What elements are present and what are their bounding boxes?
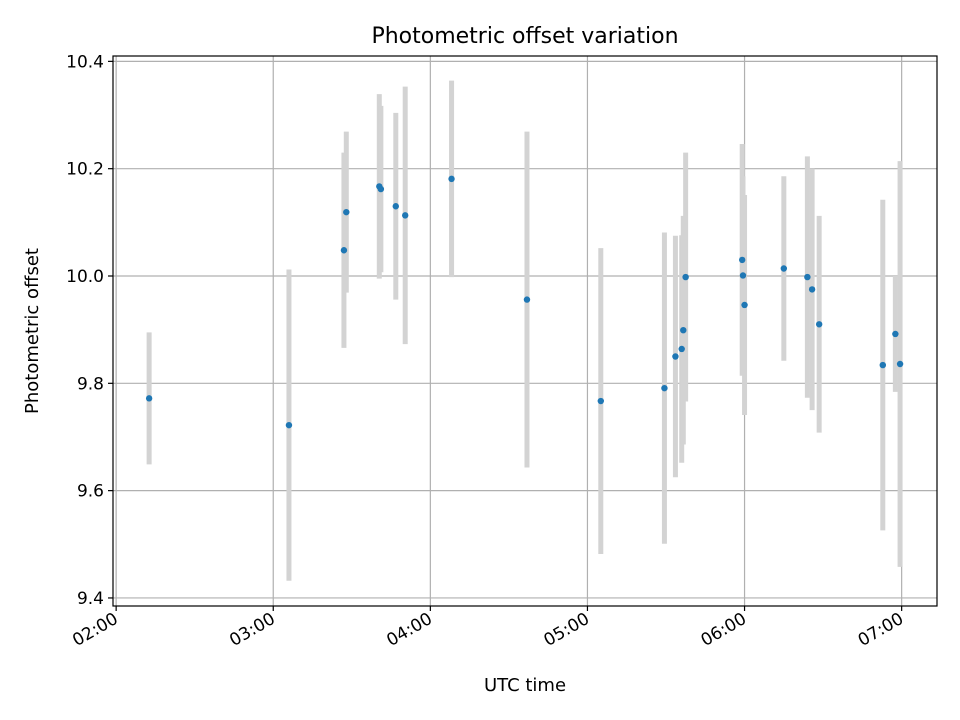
data-point xyxy=(892,330,899,338)
chart-title: Photometric offset variation xyxy=(371,24,678,49)
data-points xyxy=(145,175,904,429)
data-point xyxy=(739,272,747,279)
y-tick-label: 9.6 xyxy=(77,482,104,502)
data-point xyxy=(145,395,153,402)
y-tick-label: 10.2 xyxy=(66,160,104,180)
plot-frame xyxy=(112,55,938,607)
data-point xyxy=(808,286,816,293)
data-point xyxy=(680,326,687,334)
data-point xyxy=(661,384,668,392)
data-point xyxy=(523,296,531,303)
data-point xyxy=(448,175,455,183)
data-point xyxy=(597,397,605,405)
data-point xyxy=(340,247,348,254)
data-point xyxy=(815,321,823,328)
data-point xyxy=(672,353,679,360)
y-tick-label: 9.8 xyxy=(77,374,104,394)
data-point xyxy=(402,212,409,219)
data-point xyxy=(285,421,293,429)
y-tick-label: 10.0 xyxy=(66,267,104,287)
y-tick-label: 9.4 xyxy=(77,589,104,609)
data-point xyxy=(879,361,886,369)
data-point xyxy=(682,273,689,281)
data-point xyxy=(780,265,788,272)
y-axis-label: Photometric offset xyxy=(22,248,43,414)
y-tick-label: 10.4 xyxy=(66,52,104,72)
data-point xyxy=(392,203,399,210)
data-point xyxy=(377,185,385,193)
data-point xyxy=(804,273,811,281)
data-point xyxy=(896,360,904,368)
data-point xyxy=(738,256,746,264)
data-point xyxy=(678,345,685,353)
x-axis-label: UTC time xyxy=(484,675,566,696)
data-point xyxy=(741,301,748,309)
data-point xyxy=(343,208,350,216)
